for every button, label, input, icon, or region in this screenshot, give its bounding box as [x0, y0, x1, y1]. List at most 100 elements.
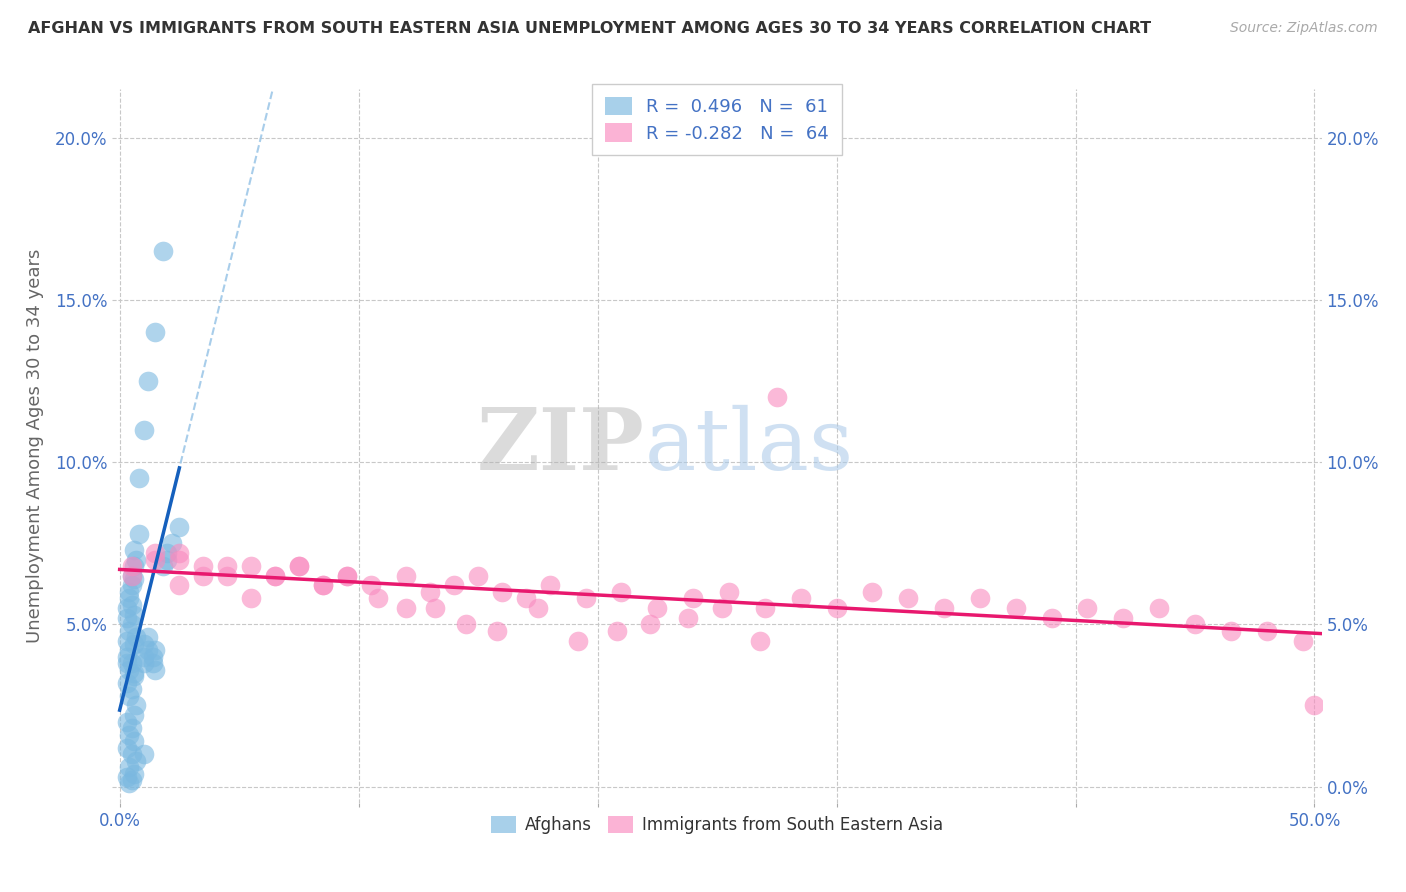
Point	[115, 740, 138, 755]
Point	[1256, 624, 1278, 638]
Point	[169, 552, 191, 566]
Point	[606, 624, 628, 638]
Point	[1291, 633, 1313, 648]
Point	[122, 734, 145, 748]
Point	[132, 637, 155, 651]
Point	[145, 552, 167, 566]
Point	[121, 578, 143, 592]
Point	[1076, 601, 1098, 615]
Point	[288, 559, 311, 574]
Point	[638, 617, 661, 632]
Point	[264, 568, 287, 582]
Point	[515, 591, 537, 606]
Point	[145, 546, 167, 560]
Point	[115, 649, 138, 664]
Point	[122, 708, 145, 723]
Point	[121, 617, 143, 632]
Point	[395, 568, 418, 582]
Point	[128, 526, 150, 541]
Point	[264, 568, 287, 582]
Point	[132, 657, 155, 671]
Text: Source: ZipAtlas.com: Source: ZipAtlas.com	[1230, 21, 1378, 35]
Point	[136, 631, 159, 645]
Point	[1184, 617, 1206, 632]
Point	[710, 601, 733, 615]
Point	[765, 390, 787, 404]
Point	[121, 747, 143, 761]
Point	[122, 669, 145, 683]
Point	[754, 601, 776, 615]
Point	[443, 578, 465, 592]
Point	[610, 585, 633, 599]
Point	[419, 585, 441, 599]
Point	[682, 591, 704, 606]
Point	[115, 633, 138, 648]
Point	[121, 598, 143, 612]
Point	[193, 559, 215, 574]
Point	[336, 568, 359, 582]
Point	[115, 611, 138, 625]
Point	[575, 591, 598, 606]
Point	[193, 568, 215, 582]
Point	[156, 552, 179, 566]
Point	[491, 585, 513, 599]
Point	[467, 568, 489, 582]
Legend: Afghans, Immigrants from South Eastern Asia: Afghans, Immigrants from South Eastern A…	[485, 809, 949, 841]
Point	[825, 601, 848, 615]
Point	[121, 721, 143, 735]
Point	[115, 657, 138, 671]
Point	[969, 591, 991, 606]
Point	[122, 666, 145, 681]
Point	[1219, 624, 1241, 638]
Point	[1112, 611, 1135, 625]
Point	[115, 770, 138, 784]
Point	[121, 773, 143, 788]
Point	[136, 643, 159, 657]
Text: AFGHAN VS IMMIGRANTS FROM SOUTH EASTERN ASIA UNEMPLOYMENT AMONG AGES 30 TO 34 YE: AFGHAN VS IMMIGRANTS FROM SOUTH EASTERN …	[28, 21, 1152, 36]
Point	[789, 591, 811, 606]
Point	[527, 601, 550, 615]
Point	[115, 714, 138, 729]
Point	[486, 624, 509, 638]
Point	[217, 568, 239, 582]
Text: ZIP: ZIP	[477, 404, 644, 488]
Point	[118, 591, 141, 606]
Point	[1040, 611, 1063, 625]
Point	[423, 601, 446, 615]
Point	[360, 578, 382, 592]
Point	[136, 374, 159, 388]
Point	[142, 657, 165, 671]
Point	[1004, 601, 1026, 615]
Point	[932, 601, 955, 615]
Point	[217, 559, 239, 574]
Point	[118, 585, 141, 599]
Point	[122, 766, 145, 780]
Point	[288, 559, 311, 574]
Point	[156, 546, 179, 560]
Point	[122, 637, 145, 651]
Point	[336, 568, 359, 582]
Point	[160, 536, 183, 550]
Y-axis label: Unemployment Among Ages 30 to 34 years: Unemployment Among Ages 30 to 34 years	[25, 249, 44, 643]
Point	[152, 559, 174, 574]
Point	[132, 747, 155, 761]
Point	[169, 578, 191, 592]
Point	[1303, 698, 1326, 713]
Point	[121, 657, 143, 671]
Point	[152, 244, 174, 259]
Point	[145, 643, 167, 657]
Point	[118, 663, 141, 677]
Point	[145, 326, 167, 340]
Point	[125, 754, 148, 768]
Point	[118, 776, 141, 790]
Point	[1147, 601, 1170, 615]
Point	[118, 728, 141, 742]
Point	[118, 643, 141, 657]
Point	[142, 649, 165, 664]
Point	[717, 585, 740, 599]
Point	[118, 689, 141, 703]
Point	[647, 601, 669, 615]
Point	[125, 698, 148, 713]
Point	[118, 760, 141, 774]
Point	[312, 578, 335, 592]
